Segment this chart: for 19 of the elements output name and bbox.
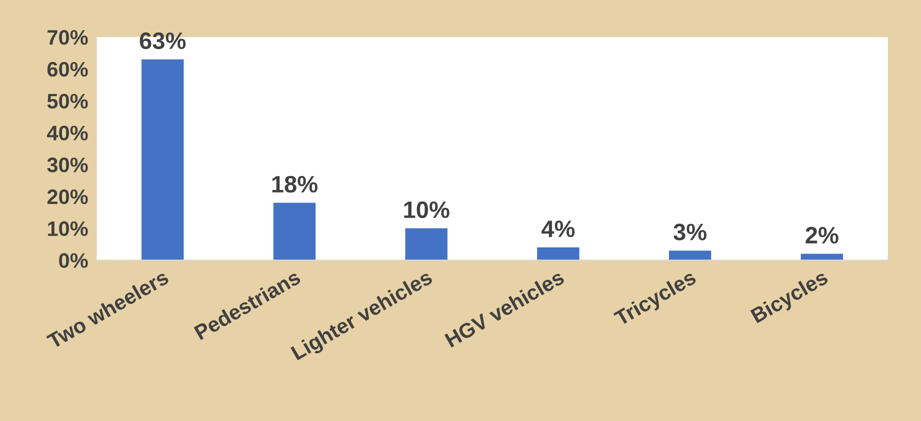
y-tick-label: 50%	[47, 94, 88, 109]
bar	[537, 247, 580, 260]
data-label: 18%	[272, 176, 318, 193]
data-label: 3%	[674, 224, 706, 240]
y-tick-label: 0%	[59, 253, 88, 268]
data-label: 2%	[806, 226, 838, 244]
y-tick-label: 70%	[48, 30, 88, 45]
y-tick-label: 60%	[47, 62, 88, 77]
bar	[142, 59, 184, 260]
bar	[668, 250, 712, 260]
y-tick-label: 10%	[48, 221, 88, 236]
data-label: 63%	[140, 32, 186, 50]
y-tick-label: 20%	[47, 189, 88, 204]
y-tick-label: 30%	[47, 158, 88, 172]
y-tick-label: 40%	[46, 126, 88, 140]
data-label: 4%	[542, 220, 575, 238]
bar	[273, 202, 316, 260]
data-label: 10%	[404, 201, 450, 218]
bar	[405, 228, 448, 260]
